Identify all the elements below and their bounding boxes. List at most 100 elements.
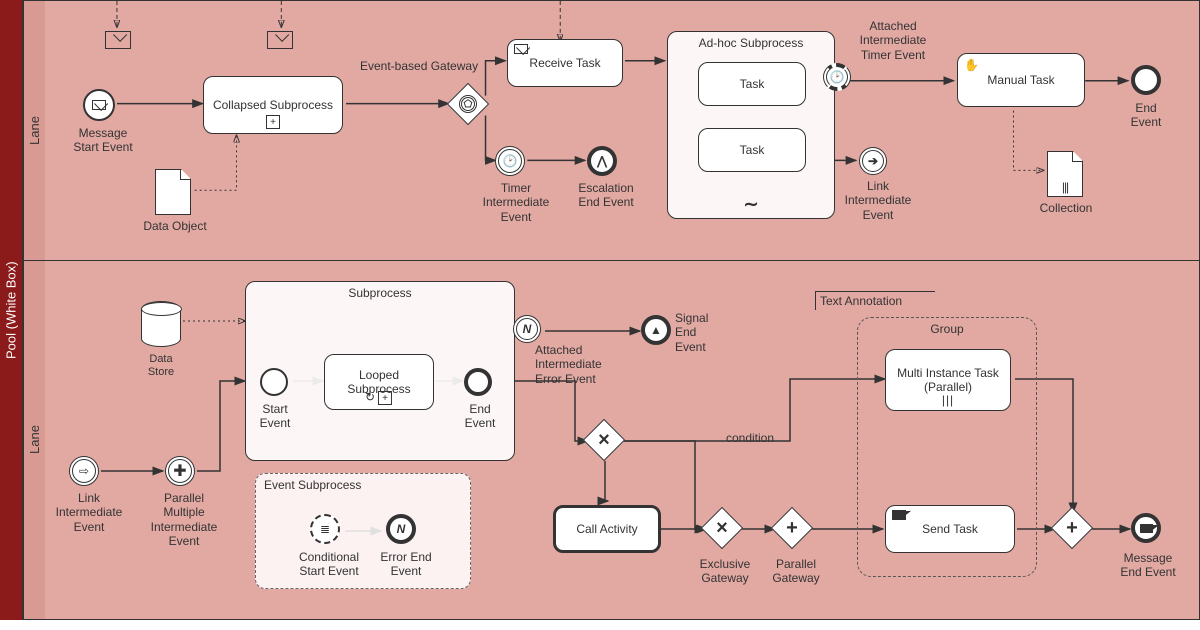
subprocess: Subprocess Start Event Looped Subprocess… (245, 281, 515, 461)
collapsed-subprocess-label: Collapsed Subprocess (208, 98, 338, 112)
clock-icon: 🕑 (503, 154, 518, 168)
error-end-label: Error End Event (374, 550, 438, 579)
signal-end-label: Signal End Event (675, 311, 727, 354)
parallel-gateway-2: + (1051, 507, 1093, 549)
adhoc-task-b: Task (698, 128, 806, 172)
lane-1: Lane (23, 1, 1199, 261)
list-icon: ≣ (320, 522, 330, 536)
subprocess-end-label: End Event (456, 402, 504, 431)
envelope-icon (267, 31, 293, 49)
envelope-icon (514, 44, 528, 54)
start-event-label: Start Event (249, 402, 301, 431)
par-multi-label: Parallel Multiple Intermediate Event (141, 491, 227, 549)
manual-task-label: Manual Task (962, 73, 1080, 87)
timer-intermediate-event: 🕑 (495, 146, 525, 176)
arrow-right-icon: ⇨ (79, 464, 89, 478)
hand-icon: ✋ (964, 58, 979, 72)
receive-task: Receive Task (507, 39, 623, 87)
lane-2-title: Lane (23, 261, 45, 619)
msg-end-label: Message End Event (1113, 551, 1183, 580)
envelope-filled-icon (1140, 524, 1153, 533)
excl-gw-label: Exclusive Gateway (689, 557, 761, 586)
end-event (1131, 65, 1161, 95)
escalation-end-label: Escalation End Event (568, 181, 644, 210)
receive-task-label: Receive Task (512, 56, 618, 70)
attached-error-event: N (513, 315, 541, 343)
send-task: Send Task (885, 505, 1015, 553)
end-event-label: End Event (1121, 101, 1171, 130)
data-store-label: Data Store (133, 353, 189, 379)
event-subprocess: Event Subprocess ≣ Conditional Start Eve… (255, 473, 471, 589)
envelope-icon (92, 100, 106, 110)
parallel-multiple-intermediate-event: ✚ (165, 456, 195, 486)
pool: Pool (White Box) Lane (0, 0, 1200, 620)
plus-marker-icon: + (266, 115, 280, 129)
event-gateway-label: Event-based Gateway (360, 59, 490, 73)
subprocess-end-event (464, 368, 492, 396)
condition-label: condition (715, 431, 785, 445)
lane-2: Lane (23, 261, 1199, 619)
attached-err-label: Attached Intermediate Error Event (535, 343, 625, 386)
par-gw-label: Parallel Gateway (763, 557, 829, 586)
lanes: Lane (22, 0, 1200, 620)
start-event (260, 368, 288, 396)
envelope-icon (105, 31, 131, 49)
event-based-gateway: ⬠ (447, 83, 489, 125)
event-sub-label: Event Subprocess (264, 478, 404, 492)
error-icon: N (397, 522, 406, 536)
collection-data-object: ||| (1047, 151, 1083, 197)
call-activity-label: Call Activity (560, 522, 654, 536)
envelope-filled-icon (892, 510, 906, 520)
text-annotation: Text Annotation (815, 291, 935, 310)
link-int-2-label: Link Intermediate Event (49, 491, 129, 534)
message-end-event (1131, 513, 1161, 543)
pool-title: Pool (White Box) (0, 0, 22, 620)
task-a-label: Task (703, 77, 801, 91)
lane-1-content: Message Start Event Collapsed Subprocess… (45, 1, 1199, 260)
attached-timer-label: Attached Intermediate Timer Event (845, 19, 941, 62)
tilde-marker-icon: ∼ (743, 194, 758, 215)
parallel-marker-icon: ||| (1062, 180, 1068, 194)
subprocess-label: Subprocess (246, 286, 514, 300)
multi-instance-label: Multi Instance Task (Parallel) (890, 366, 1006, 394)
text-annotation-label: Text Annotation (820, 294, 902, 308)
plus-marker-icon: + (378, 391, 392, 405)
signal-end-event: ▲ (641, 315, 671, 345)
data-object (155, 169, 191, 215)
conditional-start-event: ≣ (310, 514, 340, 544)
adhoc-label: Ad-hoc Subprocess (668, 36, 834, 50)
error-icon: N (523, 322, 532, 336)
message-start-event (83, 89, 115, 121)
group-label: Group (858, 322, 1036, 336)
escalation-icon: ⋀ (597, 154, 607, 168)
escalation-end-event: ⋀ (587, 146, 617, 176)
exclusive-gateway-2: × (701, 507, 743, 549)
manual-task: ✋ Manual Task (957, 53, 1085, 107)
lane-1-title: Lane (23, 1, 45, 260)
error-end-event: N (386, 514, 416, 544)
multi-instance-task: Multi Instance Task (Parallel) ||| (885, 349, 1011, 411)
timer-int-label: Timer Intermediate Event (473, 181, 559, 224)
clock-icon: 🕑 (830, 70, 845, 84)
exclusive-gateway-1: × (583, 419, 625, 461)
cond-start-label: Conditional Start Event (292, 550, 366, 579)
link-intermediate-event-2: ⇨ (69, 456, 99, 486)
lane-2-content: Data Store ⇨ Link Intermediate Event ✚ P… (45, 261, 1199, 619)
loop-marker-icon: ↻ (365, 390, 375, 406)
link-int-label: Link Intermediate Event (835, 179, 921, 222)
collapsed-subprocess: Collapsed Subprocess + (203, 76, 343, 134)
send-task-label: Send Task (890, 522, 1010, 536)
call-activity: Call Activity (553, 505, 661, 553)
adhoc-subprocess: Ad-hoc Subprocess Task Task ∼ (667, 31, 835, 219)
task-b-label: Task (703, 143, 801, 157)
link-intermediate-event: ➔ (859, 147, 887, 175)
adhoc-task-a: Task (698, 62, 806, 106)
data-object-label: Data Object (137, 219, 213, 233)
collection-label: Collection (1035, 201, 1097, 215)
looped-subprocess: Looped Subprocess ↻+ (324, 354, 434, 410)
attached-timer-event: 🕑 (823, 63, 851, 91)
data-store (141, 301, 181, 347)
parallel-gateway: + (771, 507, 813, 549)
message-start-label: Message Start Event (63, 126, 143, 155)
triangle-icon: ▲ (650, 323, 662, 337)
